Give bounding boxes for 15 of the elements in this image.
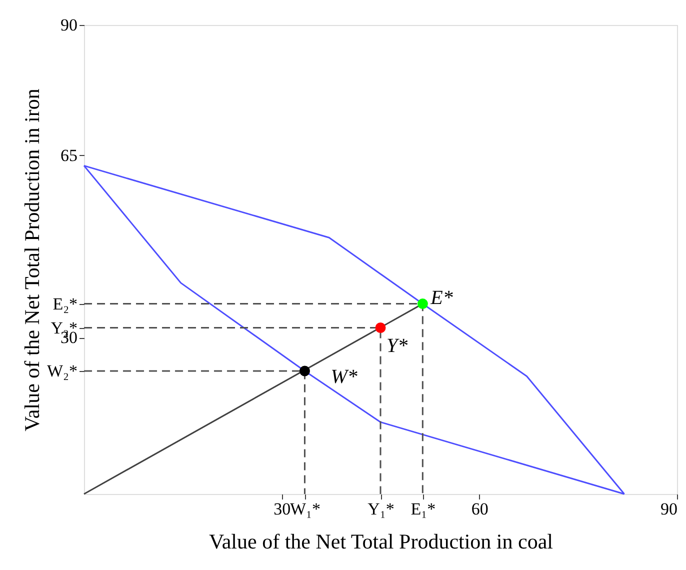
x-tick-label: 60 xyxy=(471,500,488,518)
x-tick-label: 30 xyxy=(274,500,291,518)
annotation: W* xyxy=(330,366,358,388)
y-tick-label: 90 xyxy=(60,16,78,34)
annotation: E* xyxy=(430,286,453,309)
x-tick-label: E₁* xyxy=(410,500,436,518)
x-tick-label: W₁* xyxy=(290,500,320,518)
x-axis-title: Value of the Net Total Production in coal xyxy=(209,530,554,554)
x-tick-label: 90 xyxy=(660,500,678,518)
y-tick-label: 65 xyxy=(60,146,78,165)
annotation: Y* xyxy=(386,334,408,357)
y-axis-title: Value of the Net Total Production in iron xyxy=(20,88,44,432)
y-tick-label: W₂* xyxy=(47,362,78,381)
x-tick-label: Y₁* xyxy=(368,500,394,518)
y-tick-label: E₂* xyxy=(52,294,78,314)
